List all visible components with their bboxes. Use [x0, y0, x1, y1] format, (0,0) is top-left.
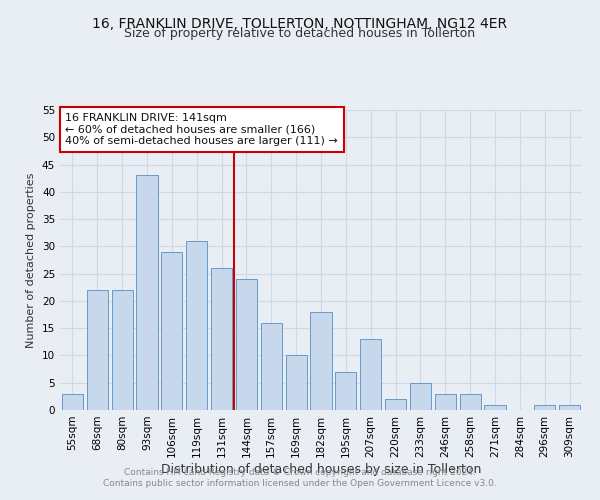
Y-axis label: Number of detached properties: Number of detached properties: [26, 172, 37, 348]
Bar: [385, 399, 406, 410]
Bar: [136, 176, 158, 410]
Bar: [112, 290, 133, 410]
Bar: [236, 279, 257, 410]
Bar: [310, 312, 332, 410]
Bar: [360, 339, 381, 410]
Bar: [534, 404, 555, 410]
Text: Contains HM Land Registry data © Crown copyright and database right 2024.
Contai: Contains HM Land Registry data © Crown c…: [103, 468, 497, 487]
Bar: [435, 394, 456, 410]
Bar: [211, 268, 232, 410]
Bar: [161, 252, 182, 410]
Bar: [186, 241, 207, 410]
Bar: [460, 394, 481, 410]
Text: Size of property relative to detached houses in Tollerton: Size of property relative to detached ho…: [124, 28, 476, 40]
Bar: [62, 394, 83, 410]
Bar: [410, 382, 431, 410]
Bar: [335, 372, 356, 410]
Text: 16 FRANKLIN DRIVE: 141sqm
← 60% of detached houses are smaller (166)
40% of semi: 16 FRANKLIN DRIVE: 141sqm ← 60% of detac…: [65, 113, 338, 146]
Bar: [286, 356, 307, 410]
Text: 16, FRANKLIN DRIVE, TOLLERTON, NOTTINGHAM, NG12 4ER: 16, FRANKLIN DRIVE, TOLLERTON, NOTTINGHA…: [92, 18, 508, 32]
X-axis label: Distribution of detached houses by size in Tollerton: Distribution of detached houses by size …: [161, 462, 481, 475]
Bar: [559, 404, 580, 410]
Bar: [87, 290, 108, 410]
Bar: [261, 322, 282, 410]
Bar: [484, 404, 506, 410]
